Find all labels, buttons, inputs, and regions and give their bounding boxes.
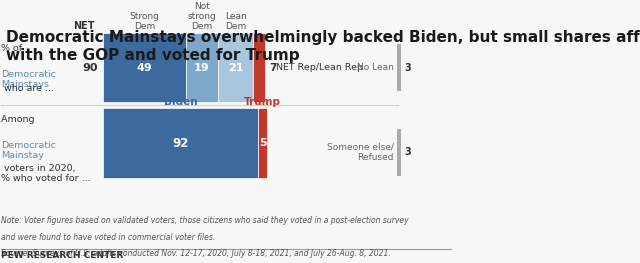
FancyBboxPatch shape [218,33,253,102]
Text: Lean
Dem: Lean Dem [225,12,246,32]
Text: Biden: Biden [164,97,198,107]
FancyBboxPatch shape [253,33,265,102]
Text: Democratic
Mainstay: Democratic Mainstay [1,141,56,160]
Text: 3: 3 [404,63,411,73]
Text: 5: 5 [259,138,266,148]
Text: Note: Voter figures based on validated voters, those citizens who said they vote: Note: Voter figures based on validated v… [1,216,412,225]
FancyBboxPatch shape [186,33,218,102]
Text: % of: % of [1,44,26,53]
Text: No Lean: No Lean [357,63,394,72]
Text: Among: Among [1,115,38,124]
Text: voters in 2020,
% who voted for ...: voters in 2020, % who voted for ... [1,164,91,183]
Text: Trump: Trump [244,97,281,107]
Text: Democratic Mainstays overwhelmingly backed Biden, but small shares affiliate
wit: Democratic Mainstays overwhelmingly back… [6,30,640,63]
Text: 90: 90 [82,63,97,73]
Text: who are ...: who are ... [1,84,54,93]
Text: Someone else/
Refused: Someone else/ Refused [327,143,394,162]
Text: Democratic
Mainstays: Democratic Mainstays [1,70,56,89]
Text: Source: Surveys of U.S. adults conducted Nov. 12-17, 2020, July 8-18, 2021, and : Source: Surveys of U.S. adults conducted… [1,249,391,258]
Text: NET Rep/Lean Rep: NET Rep/Lean Rep [276,63,363,72]
Text: 19: 19 [194,63,210,73]
FancyBboxPatch shape [103,33,186,102]
Text: 7: 7 [269,63,276,73]
Text: Strong
Dem: Strong Dem [129,12,159,32]
FancyBboxPatch shape [103,108,259,178]
Text: PEW RESEARCH CENTER: PEW RESEARCH CENTER [1,251,124,260]
Text: 21: 21 [228,63,243,73]
FancyBboxPatch shape [397,44,401,91]
Text: 92: 92 [172,136,189,150]
Text: and were found to have voted in commercial voter files.: and were found to have voted in commerci… [1,232,216,241]
Text: 49: 49 [136,63,152,73]
Text: 3: 3 [404,147,411,157]
FancyBboxPatch shape [397,129,401,176]
Text: Not
strong
Dem: Not strong Dem [188,2,216,32]
Text: NET: NET [73,22,95,32]
FancyBboxPatch shape [259,108,267,178]
